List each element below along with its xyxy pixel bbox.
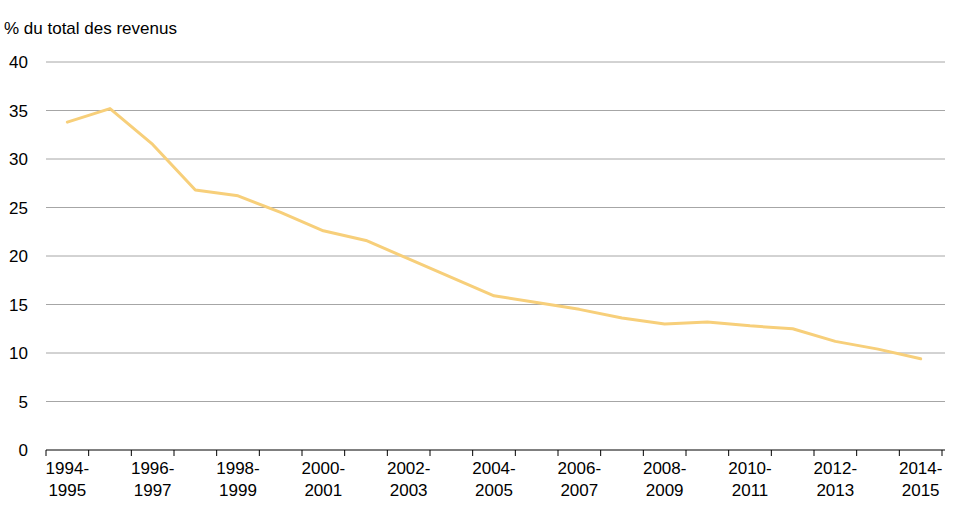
x-tick-label: 1996-1997 [131,459,174,500]
x-tick [558,450,559,456]
x-tick [515,450,516,456]
data-line [67,109,920,359]
x-tick-label: 2008-2009 [643,459,686,500]
x-tick [216,450,217,456]
y-tick-label: 25 [9,199,28,218]
y-tick-label: 30 [9,150,28,169]
x-axis-line [46,450,945,451]
x-tick-label: 1998-1999 [216,459,259,500]
y-axis-label: % du total des revenus [4,19,177,38]
x-tick [771,450,772,456]
grid-line [46,159,945,160]
x-tick [472,450,473,456]
x-tick-label: 2004-2005 [472,459,515,500]
x-tick [259,450,260,456]
x-tick [344,450,345,456]
plot-area [67,109,920,359]
x-tick-label: 2014-2015 [899,459,942,500]
y-tick-label: 10 [9,344,28,363]
x-tick [728,450,729,456]
x-tick [302,450,303,456]
x-tick-label: 2006-2007 [558,459,601,500]
x-tick [686,450,687,456]
grid-line [46,401,945,402]
x-tick [131,450,132,456]
y-tick-label: 40 [9,53,28,72]
x-tick [814,450,815,456]
chart-svg: % du total des revenus 0 5 10 15 20 25 30 35 40 19… [0,0,967,525]
y-tick-label: 35 [9,102,28,121]
y-tick-label: 20 [9,247,28,266]
x-tick [643,450,644,456]
y-tick-label: 15 [9,296,28,315]
grid-line [46,304,945,305]
x-tick [387,450,388,456]
x-tick-label: 2012-2013 [814,459,857,500]
x-tick [46,450,47,456]
grid-line [46,207,945,208]
x-tick-label: 2000-2001 [302,459,345,500]
y-tick-label: 5 [19,393,28,412]
x-tick-label: 2010-2011 [728,459,771,500]
x-tick [88,450,89,456]
x-tick-label: 2002-2003 [387,459,430,500]
grid-line [46,256,945,257]
x-tick [942,450,943,456]
x-tick [600,450,601,456]
grid-line [46,353,945,354]
grid-line [46,110,945,111]
chart-container: % du total des revenus 0 5 10 15 20 25 30 35 40 19… [0,0,967,525]
x-tick [174,450,175,456]
x-tick [430,450,431,456]
x-tick [856,450,857,456]
x-tick [899,450,900,456]
x-tick-label: 1994-1995 [46,459,89,500]
y-tick-label: 0 [19,441,28,460]
grid-line [46,62,945,63]
